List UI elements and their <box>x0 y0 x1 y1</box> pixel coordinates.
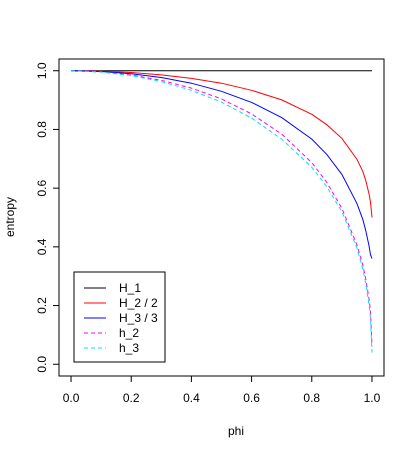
legend-label: H_1 <box>119 281 141 295</box>
x-axis-label: phi <box>228 424 244 438</box>
x-tick-label: 0.2 <box>123 391 140 405</box>
x-tick-label: 0.6 <box>243 391 260 405</box>
legend-box <box>73 271 166 363</box>
y-tick-label: 1.0 <box>35 62 49 79</box>
x-tick-label: 0.0 <box>63 391 80 405</box>
x-axis: 0.0 0.2 0.4 0.6 0.8 1.0 <box>63 375 381 405</box>
y-tick-label: 0.4 <box>35 238 49 255</box>
series-line-2 <box>70 70 373 218</box>
y-axis-label: entropy <box>3 197 17 237</box>
y-tick-label: 0.0 <box>35 356 49 373</box>
legend-label: H_2 / 2 <box>119 296 158 310</box>
series-lines <box>70 70 373 353</box>
legend-label: h_2 <box>119 326 139 340</box>
y-tick-label: 0.8 <box>35 121 49 138</box>
series-line-4 <box>70 70 373 347</box>
y-tick-label: 0.2 <box>35 297 49 314</box>
x-tick-label: 1.0 <box>364 391 381 405</box>
y-axis: 0.0 0.2 0.4 0.6 0.8 1.0 <box>35 62 60 373</box>
x-tick-label: 0.4 <box>183 391 200 405</box>
y-tick-label: 0.6 <box>35 179 49 196</box>
series-line-5 <box>70 70 373 353</box>
x-tick-label: 0.8 <box>303 391 320 405</box>
legend: H_1H_2 / 2H_3 / 3h_2h_3 <box>73 271 166 363</box>
series-line-3 <box>70 70 373 259</box>
legend-label: H_3 / 3 <box>119 311 158 325</box>
legend-label: h_3 <box>119 341 139 355</box>
